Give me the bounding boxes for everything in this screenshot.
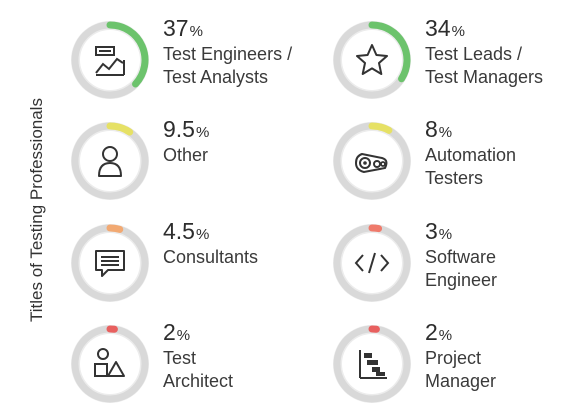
category-label: Test Engineers / Test Analysts [163, 43, 292, 89]
progress-ring-svg [71, 325, 149, 403]
category-label-line: Test Analysts [163, 67, 269, 87]
progress-ring [327, 116, 417, 206]
category-label-line: Automation [425, 145, 517, 165]
percent-number: 3 [425, 218, 438, 244]
ring-center [342, 30, 402, 90]
progress-ring-svg [71, 224, 149, 302]
percent-number: 2 [425, 319, 438, 345]
category-label-line: Test Engineers / [163, 44, 293, 64]
percent-value: 34% [425, 15, 465, 42]
progress-ring-svg [333, 122, 411, 200]
percent-sign: % [438, 124, 453, 141]
category-label-line: Project [425, 348, 482, 368]
percent-number: 2 [163, 319, 176, 345]
star-icon [352, 40, 392, 80]
category-label-line: Test Leads / [425, 44, 523, 64]
progress-ring [65, 15, 155, 105]
percent-value: 8% [425, 116, 452, 143]
category-label-line: Test Managers [425, 67, 544, 87]
percent-value: 9.5% [163, 116, 209, 143]
percent-value: 4.5% [163, 218, 209, 245]
code-icon [352, 243, 392, 283]
category-label-line: Testers [425, 168, 484, 188]
stat-item: 37% Test Engineers / Test Analysts [65, 15, 315, 105]
chart-icon [90, 40, 130, 80]
chart-title: Titles of Testing Professionals [27, 98, 46, 322]
percent-value: 37% [163, 15, 203, 42]
shapes-icon [90, 344, 130, 384]
percent-sign: % [195, 124, 210, 141]
percent-sign: % [451, 23, 465, 40]
stat-item: 3% Software Engineer [327, 218, 566, 308]
percent-sign: % [176, 327, 191, 344]
percent-number: 9.5 [163, 116, 195, 142]
category-label-line: Consultants [163, 247, 259, 267]
category-label: Test Architect [163, 347, 233, 393]
progress-ring [327, 319, 417, 409]
category-label: Automation Testers [425, 144, 516, 190]
progress-ring-svg [333, 21, 411, 99]
progress-ring [65, 218, 155, 308]
progress-ring [327, 15, 417, 105]
category-label-line: Engineer [425, 270, 498, 290]
progress-ring [327, 218, 417, 308]
percent-sign: % [438, 226, 453, 243]
category-label: Project Manager [425, 347, 496, 393]
percent-value: 2% [425, 319, 452, 346]
category-label: Consultants [163, 246, 258, 269]
progress-ring [65, 319, 155, 409]
progress-arc [368, 224, 383, 233]
progress-arc [106, 224, 124, 233]
category-label-line: Test [163, 348, 197, 368]
stat-item: 4.5% Consultants [65, 218, 315, 308]
stat-item: 8% Automation Testers [327, 116, 566, 206]
percent-number: 8 [425, 116, 438, 142]
stat-item: 2% Project Manager [327, 319, 566, 409]
category-label: Other [163, 144, 208, 167]
percent-sign: % [189, 23, 203, 40]
percent-value: 2% [163, 319, 190, 346]
speech-bubble-icon [90, 243, 130, 283]
gears-icon [352, 141, 392, 181]
gantt-icon [352, 344, 392, 384]
stat-item: 2% Test Architect [65, 319, 315, 409]
progress-arc [106, 21, 149, 88]
progress-arc [106, 122, 134, 136]
category-label: Test Leads / Test Managers [425, 43, 543, 89]
progress-ring [65, 116, 155, 206]
percent-sign: % [438, 327, 453, 344]
stat-item: 34% Test Leads / Test Managers [327, 15, 566, 105]
percent-number: 34 [425, 15, 451, 41]
percent-number: 4.5 [163, 218, 195, 244]
category-label-line: Manager [425, 371, 497, 391]
category-label: Software Engineer [425, 246, 497, 292]
progress-arc [368, 21, 411, 83]
percent-value: 3% [425, 218, 452, 245]
category-label-line: Other [163, 145, 209, 165]
ring-center [342, 131, 402, 191]
ring-center [80, 233, 140, 293]
percent-number: 37 [163, 15, 189, 41]
percent-sign: % [195, 226, 210, 243]
progress-arc [368, 122, 393, 134]
ring-center [80, 334, 140, 394]
person-icon [90, 141, 130, 181]
category-label-line: Architect [163, 371, 234, 391]
category-label-line: Software [425, 247, 497, 267]
stat-item: 9.5% Other [65, 116, 315, 206]
